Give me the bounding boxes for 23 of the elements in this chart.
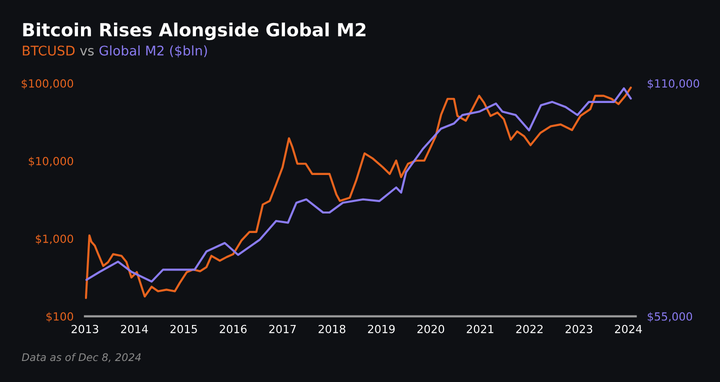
text: Global M2 ($bln) — [99, 45, 207, 58]
y-tick-label: $10,000 — [28, 156, 74, 167]
y-tick-label: $100,000 — [22, 79, 74, 90]
x-tick-label: 2024 — [615, 324, 642, 334]
y-tick-label: $100 — [46, 312, 74, 322]
y-tick-label: $1,000 — [36, 234, 74, 244]
chart-subtitle: vs — [80, 48, 94, 56]
x-tick-label: 2016 — [220, 324, 247, 334]
x-tick-label: 2014 — [121, 324, 148, 334]
x-tick-label: 2023 — [566, 324, 592, 334]
x-tick-label: 2015 — [170, 324, 197, 334]
text: BTCUSD — [22, 46, 75, 56]
chart-title: Bitcoin Rises Alongside Global M2 — [23, 22, 366, 40]
x-tick-label: 2022 — [516, 324, 543, 334]
x-tick-label: 2020 — [417, 324, 444, 334]
y2-tick-label: $55,000 — [648, 312, 692, 322]
x-tick-label: 2013 — [72, 324, 98, 334]
x-tick-label: 2017 — [269, 324, 296, 334]
y2-tick-label: $110,000 — [648, 79, 700, 90]
x-tick-label: 2019 — [368, 324, 395, 334]
text: Data as of Dec 8, 2024 — [22, 353, 141, 362]
x-tick-label: 2021 — [466, 324, 494, 334]
x-tick-label: 2018 — [318, 324, 346, 334]
